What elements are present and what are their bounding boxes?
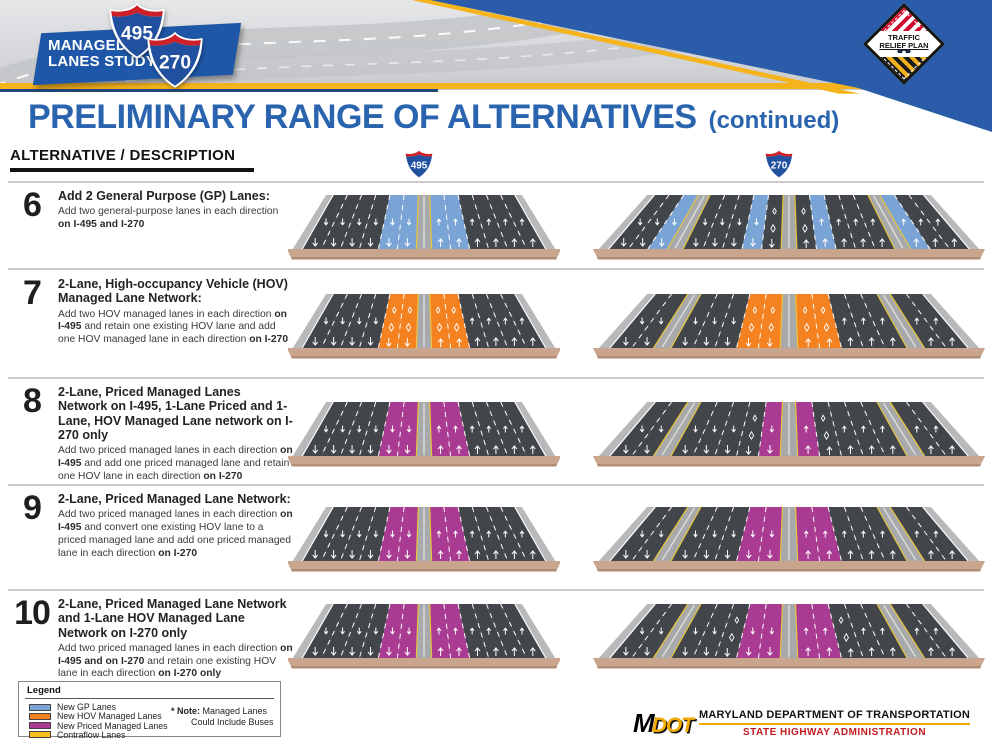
- alt-heading: 2-Lane, Priced Managed Lane Network and …: [58, 597, 287, 640]
- svg-text:270: 270: [159, 53, 191, 74]
- alt-text-block: 2-Lane, Priced Managed Lane Network: Add…: [58, 492, 293, 560]
- row-divider: [8, 484, 984, 486]
- legend-note: * Note: Managed Lanes Could Include Buse…: [171, 706, 274, 729]
- page-title-suffix: (continued): [708, 107, 840, 134]
- alt-description: Add two priced managed lanes in each dir…: [58, 642, 293, 680]
- badge-line1: TRAFFIC: [887, 32, 921, 42]
- study-logo-title: MANAGED LANES STUDY: [48, 38, 156, 70]
- alternative-row: 6 Add 2 General Purpose (GP) Lanes: Add …: [0, 184, 992, 268]
- alt-text-block: Add 2 General Purpose (GP) Lanes: Add tw…: [58, 189, 293, 232]
- legend-swatch: [29, 703, 51, 711]
- alternative-row: 7 2-Lane, High-occupancy Vehicle (HOV) M…: [0, 272, 992, 377]
- alt-heading: 2-Lane, Priced Managed Lane Network:: [58, 492, 291, 506]
- alt-heading: 2-Lane, High-occupancy Vehicle (HOV) Man…: [58, 277, 288, 306]
- division-name: STATE HIGHWAY ADMINISTRATION: [742, 727, 927, 738]
- i270-cross-section-diagram: [592, 286, 986, 369]
- i495-cross-section-diagram: [286, 394, 562, 477]
- i495-cross-section-diagram: [286, 187, 562, 270]
- alt-number: 6: [23, 186, 42, 224]
- alt-text-block: 2-Lane, High-occupancy Vehicle (HOV) Man…: [58, 277, 293, 347]
- row-divider: [8, 377, 984, 379]
- legend-note-label: * Note:: [171, 706, 200, 716]
- alt-description: Add two HOV managed lanes in each direct…: [58, 308, 289, 346]
- row-divider: [8, 268, 984, 270]
- alternative-row: 10 2-Lane, Priced Managed Lane Network a…: [0, 592, 992, 681]
- i270-cross-section-diagram: [592, 187, 986, 270]
- legend-swatch: [29, 722, 51, 730]
- i270-shield-icon: 270: [146, 31, 204, 96]
- alt-number: 8: [23, 382, 42, 420]
- legend-label: Contraflow Lanes: [57, 729, 126, 740]
- legend-note-line2: Could Include Buses: [191, 717, 274, 728]
- i270-cross-section-diagram: [592, 394, 986, 477]
- i495-column-shield-icon: 495: [404, 149, 434, 185]
- badge-text-band: TRAFFIC RELIEF PLAN: [866, 31, 942, 57]
- i270-cross-section-diagram: [592, 499, 986, 582]
- row-divider: [8, 589, 984, 591]
- legend-item: New GP Lanes: [29, 702, 168, 713]
- alternative-row: 9 2-Lane, Priced Managed Lane Network: A…: [0, 487, 992, 589]
- i270-column-shield-icon: 270: [764, 149, 794, 185]
- alternative-row: 8 2-Lane, Priced Managed Lanes Network o…: [0, 380, 992, 486]
- legend-item: New HOV Managed Lanes: [29, 711, 168, 722]
- legend-label: New GP Lanes: [57, 702, 117, 713]
- mdot-logo: MDOT: [633, 708, 694, 739]
- page-title-main: PRELIMINARY RANGE OF ALTERNATIVES: [28, 98, 697, 136]
- mdot-logo-m: M: [633, 708, 655, 738]
- logo-line2: LANES STUDY: [48, 52, 157, 70]
- column-header-alternative-description: ALTERNATIVE / DESCRIPTION: [10, 147, 236, 164]
- legend-label: New Priced Managed Lanes: [57, 720, 168, 731]
- alt-description: Add two priced managed lanes in each dir…: [58, 445, 293, 482]
- legend-item: Contraflow Lanes: [29, 729, 168, 740]
- legend-note-line1: Managed Lanes: [200, 706, 268, 716]
- legend-item: New Priced Managed Lanes: [29, 720, 168, 731]
- badge-line2: RELIEF PLAN: [879, 40, 929, 50]
- header-gold-bar: [0, 83, 870, 89]
- logo-line1: MANAGED: [48, 37, 127, 54]
- sunglasses-icon: [897, 49, 911, 54]
- alt-description: Add two priced managed lanes in each dir…: [58, 509, 293, 559]
- svg-text:495: 495: [411, 160, 428, 171]
- traffic-relief-plan-badge: TRAFFIC RELIEF PLAN: [862, 2, 946, 86]
- alt-number: 10: [14, 594, 51, 632]
- legend-box: Legend New GP Lanes New HOV Managed Lanes…: [18, 681, 281, 740]
- agency-name: MARYLAND DEPARTMENT OF TRANSPORTATION: [699, 709, 970, 725]
- header-navy-line: [0, 89, 438, 92]
- i495-cross-section-diagram: [286, 596, 562, 679]
- i495-cross-section-diagram: [286, 286, 562, 369]
- alt-text-block: 2-Lane, Priced Managed Lane Network and …: [58, 597, 293, 681]
- row-divider: [8, 181, 984, 183]
- column-header-underline: [10, 168, 254, 172]
- legend-swatch: [29, 731, 51, 739]
- mdot-logo-dot: DOT: [651, 714, 694, 737]
- header-banner: MANAGED LANES STUDY 495 270 TRAFFIC RELI…: [0, 0, 992, 133]
- page-title: PRELIMINARY RANGE OF ALTERNATIVES (conti…: [28, 98, 839, 137]
- legend-title: Legend: [27, 685, 61, 696]
- alt-heading: Add 2 General Purpose (GP) Lanes:: [58, 189, 270, 203]
- svg-text:495: 495: [121, 24, 153, 45]
- legend-divider: [25, 698, 274, 699]
- legend-swatch: [29, 712, 51, 720]
- alt-description: Add two general-purpose lanes in each di…: [58, 206, 279, 231]
- alt-number: 7: [23, 274, 42, 312]
- footer-agency-block: MDOT MARYLAND DEPARTMENT OF TRANSPORTATI…: [633, 708, 970, 739]
- i495-cross-section-diagram: [286, 499, 562, 582]
- i270-cross-section-diagram: [592, 596, 986, 679]
- alt-heading: 2-Lane, Priced Managed Lanes Network on …: [58, 385, 293, 442]
- alt-number: 9: [23, 489, 42, 527]
- svg-text:270: 270: [771, 160, 788, 171]
- legend-label: New HOV Managed Lanes: [57, 711, 162, 722]
- alt-text-block: 2-Lane, Priced Managed Lanes Network on …: [58, 385, 293, 483]
